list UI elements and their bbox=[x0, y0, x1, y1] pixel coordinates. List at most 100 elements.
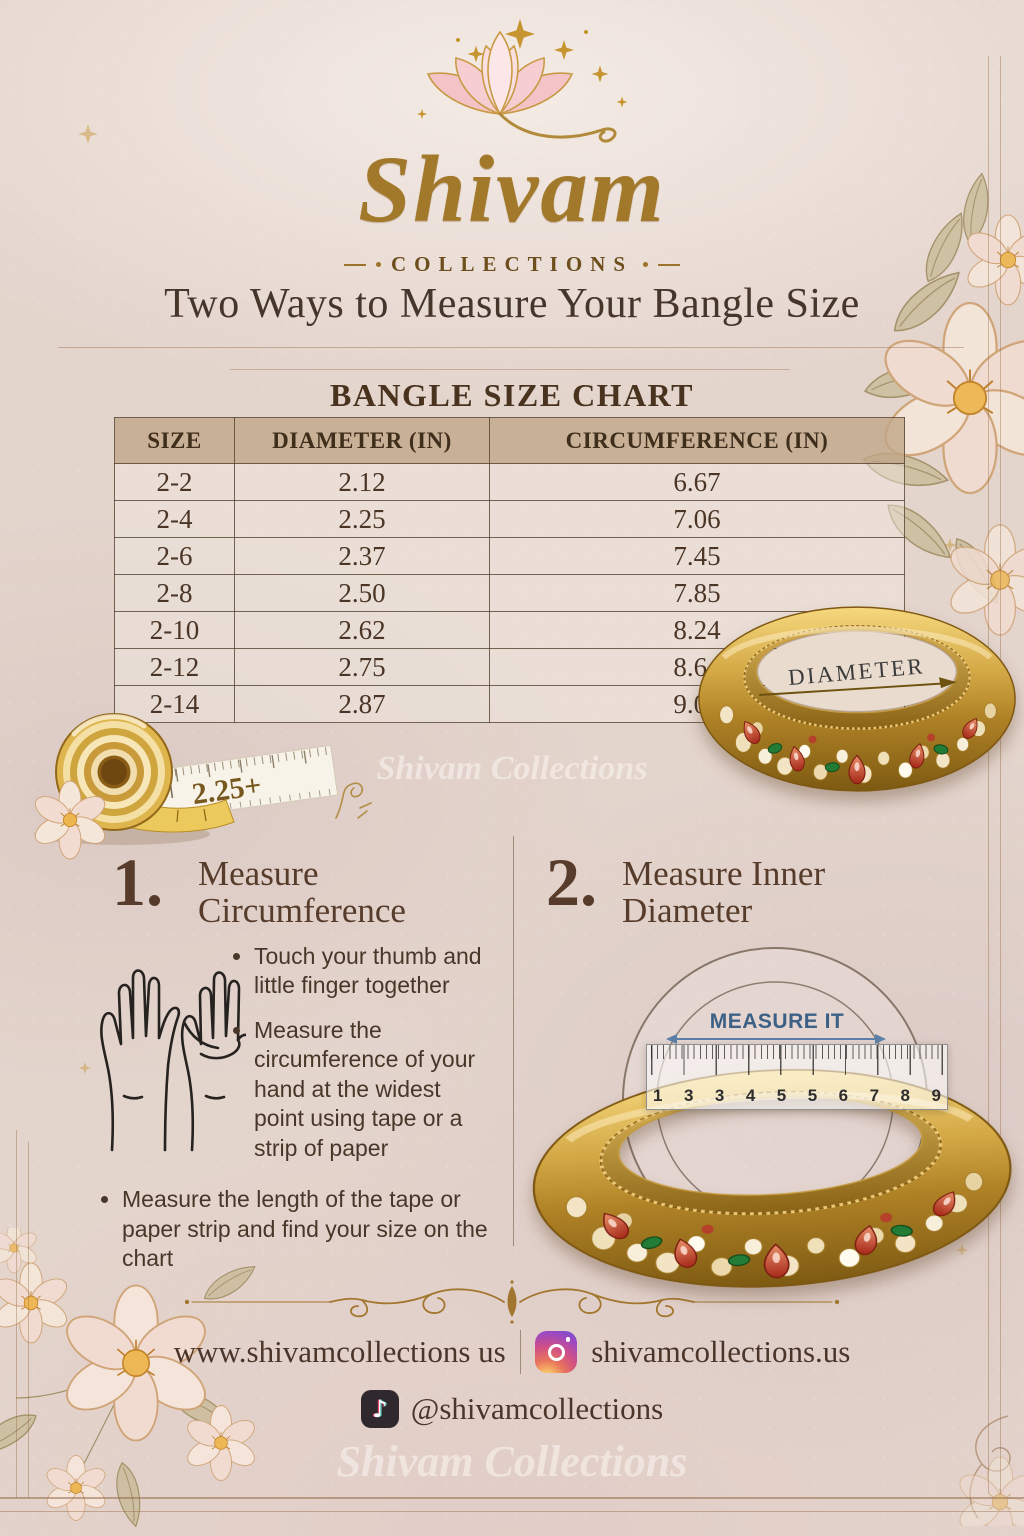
cell-size: 2-6 bbox=[114, 537, 235, 575]
step1-heading-line2: Circumference bbox=[198, 891, 406, 931]
cell-circumference: 7.06 bbox=[489, 500, 905, 538]
step2-heading-line1: Measure Inner bbox=[622, 854, 826, 893]
ruler-number: 3 bbox=[683, 1086, 694, 1105]
instagram-icon[interactable] bbox=[535, 1331, 578, 1373]
cell-circumference: 7.85 bbox=[489, 574, 905, 612]
instagram-handle[interactable]: shivamcollections.us bbox=[591, 1334, 851, 1369]
ruler-number: 9 bbox=[931, 1086, 941, 1105]
lotus-logo bbox=[417, 19, 628, 143]
step1-number: 1. bbox=[112, 844, 163, 920]
col-diameter: DIAMETER (IN) bbox=[234, 417, 490, 464]
ruler-number: 7 bbox=[869, 1086, 880, 1105]
ruler-number: 3 bbox=[714, 1086, 725, 1105]
ruler-number: 8 bbox=[900, 1086, 910, 1105]
brand-subtitle: COLLECTIONS bbox=[390, 252, 634, 276]
cell-diameter: 2.75 bbox=[234, 648, 490, 686]
step1-heading-line1: Measure bbox=[198, 854, 319, 893]
corner-ornament-bottom-right bbox=[954, 1415, 1024, 1526]
frame-line bbox=[28, 1142, 30, 1498]
measuring-tape-illustration: 2.25+ 2 3 bbox=[34, 713, 339, 845]
step2-number: 2. bbox=[546, 844, 597, 920]
cell-diameter: 2.25 bbox=[234, 500, 490, 538]
ruler-number: 5 bbox=[807, 1086, 818, 1105]
cell-size: 2-4 bbox=[114, 500, 235, 538]
bullet-text: Touch your thumb and little finger toget… bbox=[254, 943, 482, 999]
bangle-diameter-illustration: DIAMETER bbox=[694, 598, 1020, 796]
cell-diameter: 2.50 bbox=[234, 574, 490, 612]
divider-line bbox=[230, 369, 790, 370]
frame-line bbox=[988, 56, 990, 1494]
ruler-number: 4 bbox=[745, 1086, 756, 1105]
cell-diameter: 2.37 bbox=[234, 537, 490, 575]
footer-contact-row: www.shivamcollections us shivamcollectio… bbox=[0, 1330, 1024, 1374]
table-row: 2-6 2.37 7.45 bbox=[114, 537, 905, 575]
bullet-text: Measure the length of the tape or paper … bbox=[122, 1186, 488, 1271]
instagram-lens bbox=[547, 1343, 565, 1361]
cell-diameter: 2.87 bbox=[234, 685, 490, 723]
cell-diameter: 2.12 bbox=[234, 463, 490, 501]
tiktok-icon[interactable]: ♪ bbox=[360, 1390, 399, 1428]
ruler-number: 6 bbox=[838, 1086, 849, 1105]
step1-bullet-list: Touch your thumb and little finger toget… bbox=[96, 942, 492, 1273]
brand-name: Shivam bbox=[358, 136, 666, 242]
step2-heading: Measure Inner Diameter bbox=[622, 855, 825, 930]
footer-tiktok-row: ♪ @shivamcollections bbox=[0, 1390, 1024, 1428]
table-row: 2-2 2.12 6.67 bbox=[114, 463, 905, 501]
ruler: 1 3 3 4 5 5 6 7 8 9 bbox=[646, 1044, 948, 1110]
measure-it-label: MEASURE IT bbox=[709, 1010, 845, 1033]
tiktok-handle[interactable]: @shivamcollections bbox=[410, 1391, 664, 1426]
size-chart-heading: BANGLE SIZE CHART bbox=[329, 377, 694, 413]
watermark-text: Shivam Collections bbox=[336, 1437, 688, 1486]
col-size: SIZE bbox=[114, 417, 235, 464]
lotus-flower-icon bbox=[426, 30, 574, 116]
frame-line bbox=[0, 1511, 1024, 1512]
list-item: Measure the circumference of your hand a… bbox=[122, 1016, 492, 1163]
dot-decor bbox=[375, 262, 381, 267]
frame-line bbox=[1000, 56, 1002, 1494]
ruler-numbers: 1 3 3 4 5 5 6 7 8 9 bbox=[653, 1086, 941, 1106]
diameter-arrow-icon bbox=[759, 677, 957, 697]
table-row: 2-4 2.25 7.06 bbox=[114, 500, 905, 538]
step1-heading: Measure Circumference bbox=[198, 855, 406, 930]
step2-heading-line2: Diameter bbox=[622, 891, 753, 931]
dash-decor bbox=[658, 263, 681, 266]
website-link[interactable]: www.shivamcollections us bbox=[173, 1334, 506, 1369]
dot-decor bbox=[643, 262, 649, 267]
flourish-divider bbox=[183, 1280, 840, 1324]
step1-instructions: Touch your thumb and little finger toget… bbox=[96, 938, 492, 1288]
bangle-size-table: SIZE DIAMETER (IN) CIRCUMFERENCE (IN) 2-… bbox=[114, 417, 905, 723]
cell-size: 2-2 bbox=[114, 463, 235, 501]
cell-diameter: 2.62 bbox=[234, 611, 490, 649]
ruler-number: 5 bbox=[776, 1086, 787, 1105]
frame-line bbox=[0, 1497, 1024, 1499]
flower-bottom-left bbox=[0, 1228, 261, 1529]
section-divider bbox=[513, 836, 515, 1246]
cell-circumference: 7.45 bbox=[489, 537, 905, 575]
cell-circumference: 6.67 bbox=[489, 463, 905, 501]
flower-near-tape bbox=[30, 780, 110, 860]
frame-line bbox=[16, 1130, 18, 1498]
cell-size: 2-12 bbox=[114, 648, 235, 686]
divider-line bbox=[58, 347, 964, 348]
brand-subtitle-row: COLLECTIONS bbox=[0, 252, 1024, 277]
gold-squiggle-decor bbox=[335, 782, 372, 819]
ruler-ticks bbox=[651, 1045, 943, 1059]
ruler-number: 1 bbox=[653, 1086, 663, 1105]
cell-size: 2-8 bbox=[114, 574, 235, 612]
list-item: Touch your thumb and little finger toget… bbox=[122, 942, 492, 1001]
hands-illustration bbox=[96, 938, 246, 1152]
footer-separator bbox=[519, 1330, 522, 1374]
dash-decor bbox=[343, 263, 366, 266]
table-row: 2-8 2.50 7.85 bbox=[114, 574, 905, 612]
bullet-text: Measure the circumference of your hand a… bbox=[254, 1016, 476, 1161]
cell-size: 2-10 bbox=[114, 611, 235, 649]
watermark-text: Shivam Collections bbox=[376, 750, 648, 787]
table-header-row: SIZE DIAMETER (IN) CIRCUMFERENCE (IN) bbox=[114, 417, 905, 464]
col-circumference: CIRCUMFERENCE (IN) bbox=[489, 417, 905, 464]
sparkle-icons bbox=[417, 19, 628, 119]
page-title: Two Ways to Measure Your Bangle Size bbox=[164, 281, 860, 327]
instagram-flash-dot bbox=[565, 1337, 571, 1342]
list-item: Measure the length of the tape or paper … bbox=[122, 1185, 492, 1273]
measure-arrow bbox=[666, 1034, 886, 1044]
